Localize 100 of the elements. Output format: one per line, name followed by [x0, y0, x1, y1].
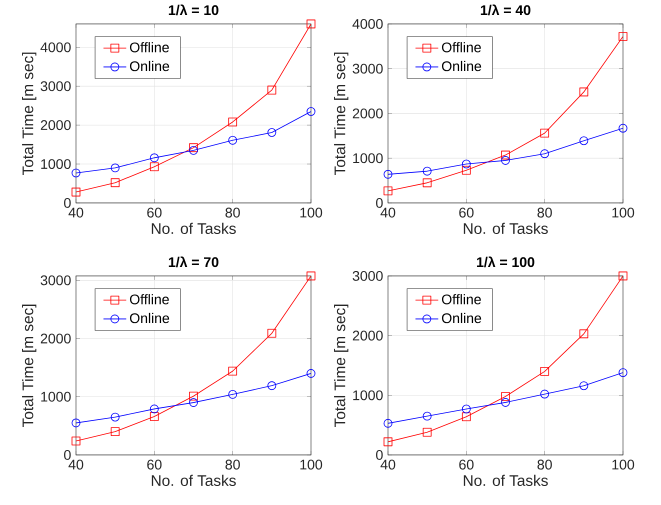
point: [618, 272, 628, 280]
y-tick-label: 4000: [352, 19, 383, 29]
legend-label: Online: [130, 60, 170, 72]
point: [618, 368, 628, 378]
point: [501, 392, 510, 401]
point: [110, 427, 120, 436]
y-tick-label: 3000: [352, 271, 383, 281]
x-tick-label: 100: [300, 460, 322, 470]
point: [110, 412, 120, 422]
x-tick-label: 40: [380, 460, 396, 470]
point: [422, 412, 432, 421]
point: [228, 136, 238, 145]
x-axis-title: No. of Tasks: [152, 474, 236, 486]
point: [422, 178, 432, 188]
legend-label: Offline: [442, 42, 481, 52]
point: [189, 398, 198, 407]
point: [618, 32, 628, 41]
point: [306, 272, 316, 280]
y-tick-label: 1000: [353, 390, 383, 400]
chart-title: 1/λ = 100: [476, 256, 534, 268]
y-tick-label: 3000: [352, 64, 383, 74]
y-axis-title: Total Time [m sec]: [334, 52, 348, 176]
x-tick-label: 80: [225, 460, 240, 470]
y-tick-label: 3000: [40, 81, 71, 92]
point: [540, 128, 550, 138]
point: [189, 392, 198, 401]
point: [579, 381, 588, 390]
point: [422, 428, 432, 437]
x-tick-label: 80: [537, 460, 552, 470]
y-tick-label: 2000: [352, 330, 383, 341]
y-tick-label: 2000: [352, 108, 383, 118]
x-tick-label: 60: [147, 208, 162, 218]
point: [189, 143, 198, 152]
x-tick-label: 60: [147, 460, 162, 470]
point: [306, 107, 316, 116]
point: [306, 369, 316, 378]
point: [384, 437, 392, 446]
y-axis-title: Total Time [m sec]: [334, 304, 348, 428]
point: [267, 128, 276, 137]
point: [267, 86, 276, 95]
x-tick-label: 80: [537, 208, 552, 218]
point: [462, 166, 471, 175]
point: [462, 404, 471, 414]
point: [228, 118, 238, 126]
point: [228, 366, 238, 376]
point: [384, 170, 392, 179]
point: [618, 124, 628, 133]
point: [228, 390, 238, 399]
x-axis-title: No. of Tasks: [152, 222, 236, 234]
x-tick-label: 100: [612, 208, 634, 218]
legend-label: Online: [130, 312, 170, 324]
x-tick-label: 40: [380, 208, 396, 218]
point: [462, 160, 471, 168]
point: [579, 329, 588, 338]
point: [501, 398, 510, 407]
x-axis-title: No. of Tasks: [464, 474, 548, 486]
point: [501, 150, 510, 160]
y-tick-label: 3000: [40, 275, 71, 286]
x-tick-label: 40: [68, 460, 84, 470]
point: [72, 436, 80, 446]
point: [540, 149, 550, 158]
point: [501, 156, 510, 165]
x-tick-label: 100: [612, 460, 634, 470]
x-tick-label: 60: [459, 460, 474, 470]
point: [150, 412, 159, 421]
y-tick-label: 2000: [40, 334, 71, 344]
legend-label: Offline: [130, 294, 169, 304]
point: [422, 166, 432, 176]
legend-label: Offline: [130, 42, 169, 52]
point: [267, 328, 276, 338]
y-tick-label: 0: [376, 450, 383, 460]
x-tick-label: 60: [459, 208, 474, 218]
point: [384, 418, 392, 428]
x-tick-label: 40: [68, 208, 84, 218]
point: [267, 381, 276, 390]
y-tick-label: 1000: [41, 392, 71, 402]
chart-title: 1/λ = 10: [168, 4, 218, 16]
point: [579, 88, 588, 96]
y-tick-label: 0: [64, 450, 71, 460]
y-axis-title: Total Time [m sec]: [22, 304, 36, 428]
point: [150, 153, 159, 162]
point: [306, 20, 316, 28]
y-tick-label: 1000: [353, 153, 383, 164]
y-axis-title: Total Time [m sec]: [22, 52, 36, 176]
point: [579, 136, 588, 146]
point: [384, 186, 392, 196]
point: [540, 390, 550, 399]
point: [150, 404, 159, 414]
chart-title: 1/λ = 40: [480, 4, 530, 16]
y-tick-label: 0: [376, 198, 383, 208]
point: [189, 146, 198, 155]
x-tick-label: 100: [300, 208, 322, 218]
point: [72, 188, 80, 196]
x-tick-label: 80: [225, 208, 240, 218]
point: [110, 164, 120, 172]
point: [462, 412, 471, 422]
point: [72, 168, 80, 178]
chart-title: 1/λ = 70: [168, 256, 218, 268]
y-tick-label: 2000: [40, 120, 71, 130]
y-tick-label: 4000: [40, 42, 71, 52]
